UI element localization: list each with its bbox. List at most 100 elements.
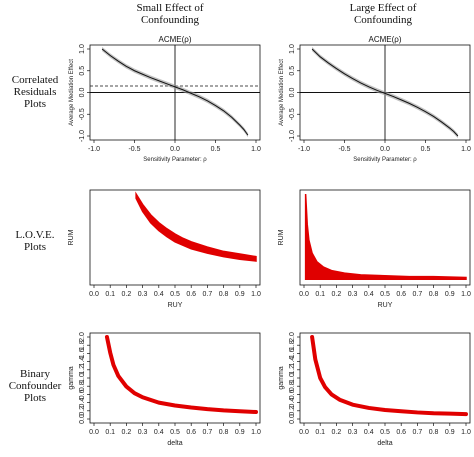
binary-small-x-tick-label: 0.8 xyxy=(219,429,229,436)
binary-large-x-tick-label: 1.0 xyxy=(461,429,471,436)
acme-small-x-tick-label: -1.0 xyxy=(88,146,100,153)
love-large-x-tick-label: 0.8 xyxy=(429,291,439,298)
binary-large-x-tick-label: 0.6 xyxy=(396,429,406,436)
col-header-large: Large Effect of Confounding xyxy=(318,2,448,26)
acme-large-y-tick-label: 0.0 xyxy=(289,88,296,98)
binary-small-y-tick-label: 0.2 xyxy=(79,406,86,416)
acme-small-y-tick-label: 0.0 xyxy=(79,88,86,98)
binary-small-y-tick-label: 1.0 xyxy=(79,373,86,383)
binary-small-y-tick-label: 1.2 xyxy=(79,365,86,375)
binary-small-x-tick-label: 0.1 xyxy=(105,429,115,436)
binary-small-x-tick-label: 0.2 xyxy=(122,429,132,436)
binary-large-y-tick-label: 1.4 xyxy=(289,357,296,367)
love-small-x-tick-label: 0.5 xyxy=(170,291,180,298)
binary-small-x-tick-label: 0.9 xyxy=(235,429,245,436)
binary-large-series-line xyxy=(310,335,468,417)
binary-small-x-tick-label: 0.6 xyxy=(186,429,196,436)
love-small-series-area xyxy=(135,191,257,262)
binary-small-xlabel: delta xyxy=(167,440,182,447)
acme-small-ylabel: Average Mediation Effect xyxy=(69,59,75,126)
acme-large-y-tick-label: 0.5 xyxy=(289,66,296,76)
love-large-x-tick-label: 0.0 xyxy=(299,291,309,298)
acme-large-y-tick-label: -0.5 xyxy=(289,108,296,120)
binary-large-x-tick-label: 0.9 xyxy=(445,429,455,436)
love-large-x-tick-label: 1.0 xyxy=(461,291,471,298)
love-small-x-tick-label: 0.8 xyxy=(219,291,229,298)
love-small-x-tick-label: 0.2 xyxy=(122,291,132,298)
acme-small-series-line xyxy=(101,48,249,136)
row-header-love-line2: Plots xyxy=(23,241,46,253)
acme-small-y-tick-label: 1.0 xyxy=(79,44,86,54)
binary-small-y-tick-label: 1.4 xyxy=(79,357,86,367)
binary-large-x-tick-label: 0.4 xyxy=(364,429,374,436)
binary-large-x-tick-label: 0.0 xyxy=(299,429,309,436)
love-small-x-tick-label: 1.0 xyxy=(251,291,261,298)
love-small-x-tick-label: 0.1 xyxy=(105,291,115,298)
binary-small-x-tick-label: 1.0 xyxy=(251,429,261,436)
love-large-x-tick-label: 0.1 xyxy=(315,291,325,298)
love-large-x-tick-label: 0.7 xyxy=(413,291,423,298)
binary-small-x-tick-label: 0.7 xyxy=(203,429,213,436)
acme-large-y-tick-label: -1.0 xyxy=(289,130,296,142)
binary-large-y-tick-label: 1.8 xyxy=(289,340,296,350)
acme-small-xlabel: Sensitivity Parameter: ρ xyxy=(143,157,207,163)
acme-large-y-tick-label: 1.0 xyxy=(289,44,296,54)
love-large-series-area xyxy=(304,193,467,281)
binary-large-y-tick-label: 1.6 xyxy=(289,348,296,358)
love-small-x-tick-label: 0.3 xyxy=(138,291,148,298)
row-header-binary: Binary Confounder Plots xyxy=(0,368,70,404)
love-small-ylabel: RUM xyxy=(68,229,75,245)
row-header-correlated-line3: Plots xyxy=(23,98,46,110)
acme-small-y-tick-label: -1.0 xyxy=(79,130,86,142)
love-large-ylabel: RUM xyxy=(278,229,285,245)
binary-large-ylabel: gamma xyxy=(278,366,285,389)
acme-small-x-tick-label: 0.5 xyxy=(211,146,221,153)
binary-small-x-tick-label: 0.4 xyxy=(154,429,164,436)
love-large-x-tick-label: 0.4 xyxy=(364,291,374,298)
col-header-large-line2: Confounding xyxy=(353,14,413,26)
row-header-love-line1: L.O.V.E. xyxy=(15,229,55,241)
binary-small-x-tick-label: 0.5 xyxy=(170,429,180,436)
love-small-x-tick-label: 0.4 xyxy=(154,291,164,298)
binary-large-y-tick-label: 0.0 xyxy=(289,414,296,424)
love-small-x-tick-label: 0.0 xyxy=(89,291,99,298)
acme-small-x-tick-label: -0.5 xyxy=(128,146,140,153)
binary-small-y-tick-label: 0.8 xyxy=(79,381,86,391)
love-large-x-tick-label: 0.5 xyxy=(380,291,390,298)
binary-small-series-line xyxy=(104,335,258,415)
acme-large-title: ACME(ρ) xyxy=(369,35,402,44)
binary-large-y-tick-label: 1.0 xyxy=(289,373,296,383)
row-header-binary-line3: Plots xyxy=(23,392,46,404)
love-large-xlabel: RUY xyxy=(378,302,393,309)
acme-large-x-tick-label: -1.0 xyxy=(298,146,310,153)
row-header-correlated: Correlated Residuals Plots xyxy=(0,74,70,110)
binary-small-y-tick-label: 0.6 xyxy=(79,389,86,399)
binary-small-x-tick-label: 0.3 xyxy=(138,429,148,436)
acme-large-ci-band xyxy=(312,46,458,139)
acme-large-series-line xyxy=(311,48,459,137)
binary-small-y-tick-label: 2.0 xyxy=(79,332,86,342)
binary-large-x-tick-label: 0.5 xyxy=(380,429,390,436)
acme-large-x-tick-label: 0.0 xyxy=(380,146,390,153)
binary-large-y-tick-label: 0.4 xyxy=(289,398,296,408)
binary-large-y-tick-label: 0.2 xyxy=(289,406,296,416)
binary-large-x-tick-label: 0.2 xyxy=(332,429,342,436)
binary-small-ylabel: gamma xyxy=(68,366,75,389)
binary-large-y-tick-label: 2.0 xyxy=(289,332,296,342)
acme-large-xlabel: Sensitivity Parameter: ρ xyxy=(353,157,417,163)
love-small-xlabel: RUY xyxy=(168,302,183,309)
binary-large-y-tick-label: 0.6 xyxy=(289,389,296,399)
binary-large-x-tick-label: 0.8 xyxy=(429,429,439,436)
love-small-x-tick-label: 0.6 xyxy=(186,291,196,298)
love-large-x-tick-label: 0.2 xyxy=(332,291,342,298)
row-header-correlated-line1: Correlated xyxy=(11,74,59,86)
binary-small-y-tick-label: 1.8 xyxy=(79,340,86,350)
col-header-large-line1: Large Effect of xyxy=(349,2,417,14)
love-small-x-tick-label: 0.9 xyxy=(235,291,245,298)
love-large-x-tick-label: 0.3 xyxy=(348,291,358,298)
binary-large-xlabel: delta xyxy=(377,440,392,447)
acme-small-y-tick-label: -0.5 xyxy=(79,108,86,120)
acme-large-ylabel: Average Mediation Effect xyxy=(279,59,285,126)
col-header-small-line2: Confounding xyxy=(140,14,200,26)
